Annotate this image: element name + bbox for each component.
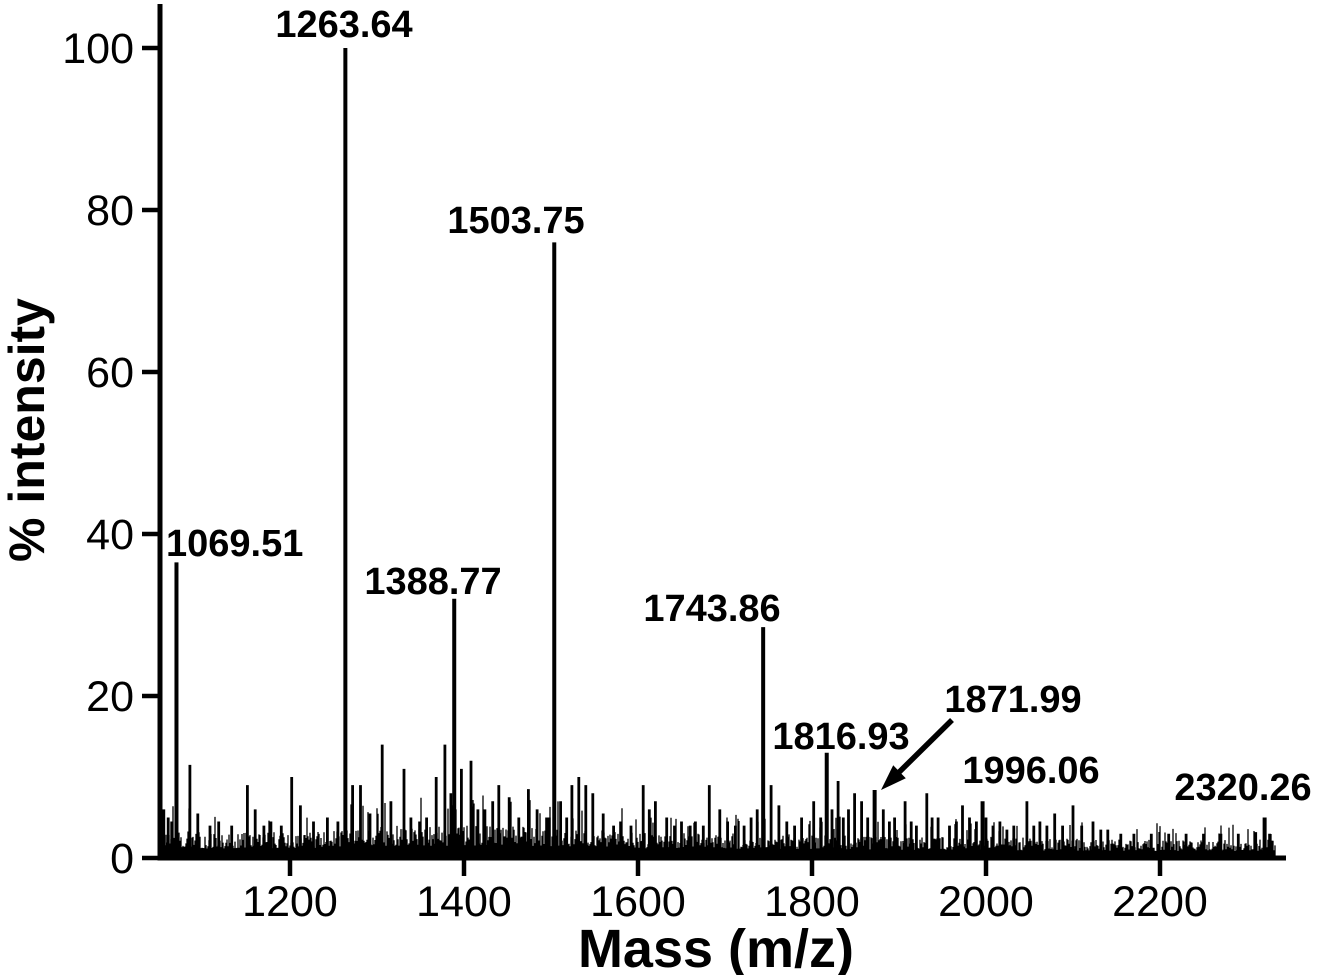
peak-label: 2320.26 [1174,767,1311,809]
y-tick-label: 0 [110,835,134,883]
peak-label: 1816.93 [772,716,909,758]
minor-peak-sticks [162,744,1271,858]
y-tick-label: 60 [86,349,134,397]
x-tick-label: 1600 [590,878,686,926]
peak-label: 1069.51 [166,523,303,565]
labeled-peaks [174,48,1267,858]
x-tick-label: 2200 [1112,878,1208,926]
minor-peaks [162,744,1271,858]
x-tick-label: 1800 [764,878,860,926]
peak-label: 1871.99 [944,679,1081,721]
x-tick-label: 2000 [938,878,1034,926]
y-tick-label: 100 [62,25,134,73]
x-axis-title: Mass (m/z) [578,919,854,975]
y-tick-label: 40 [86,511,134,559]
axes: 0 20 40 60 80 100 1200 1400 1600 1800 2000 2200 [62,4,1286,926]
peak-label: 1503.75 [447,200,584,242]
peak-label: 1388.77 [364,561,501,603]
peak-annotations: 1069.51 1263.64 1388.77 1503.75 1743.86 1816.… [164,2,1315,812]
x-tick-label: 1400 [416,878,512,926]
y-axis-title: % intensity [0,298,55,562]
y-tick-label: 80 [86,187,134,235]
y-tick-label: 20 [86,673,134,721]
x-tick-label: 1200 [242,878,338,926]
peak-label: 1996.06 [962,750,1099,792]
peak-label: 1263.64 [275,4,412,46]
annotation-arrow-head [881,765,906,790]
annotation-arrow-shaft [894,718,954,777]
peak-label: 1743.86 [643,588,780,630]
